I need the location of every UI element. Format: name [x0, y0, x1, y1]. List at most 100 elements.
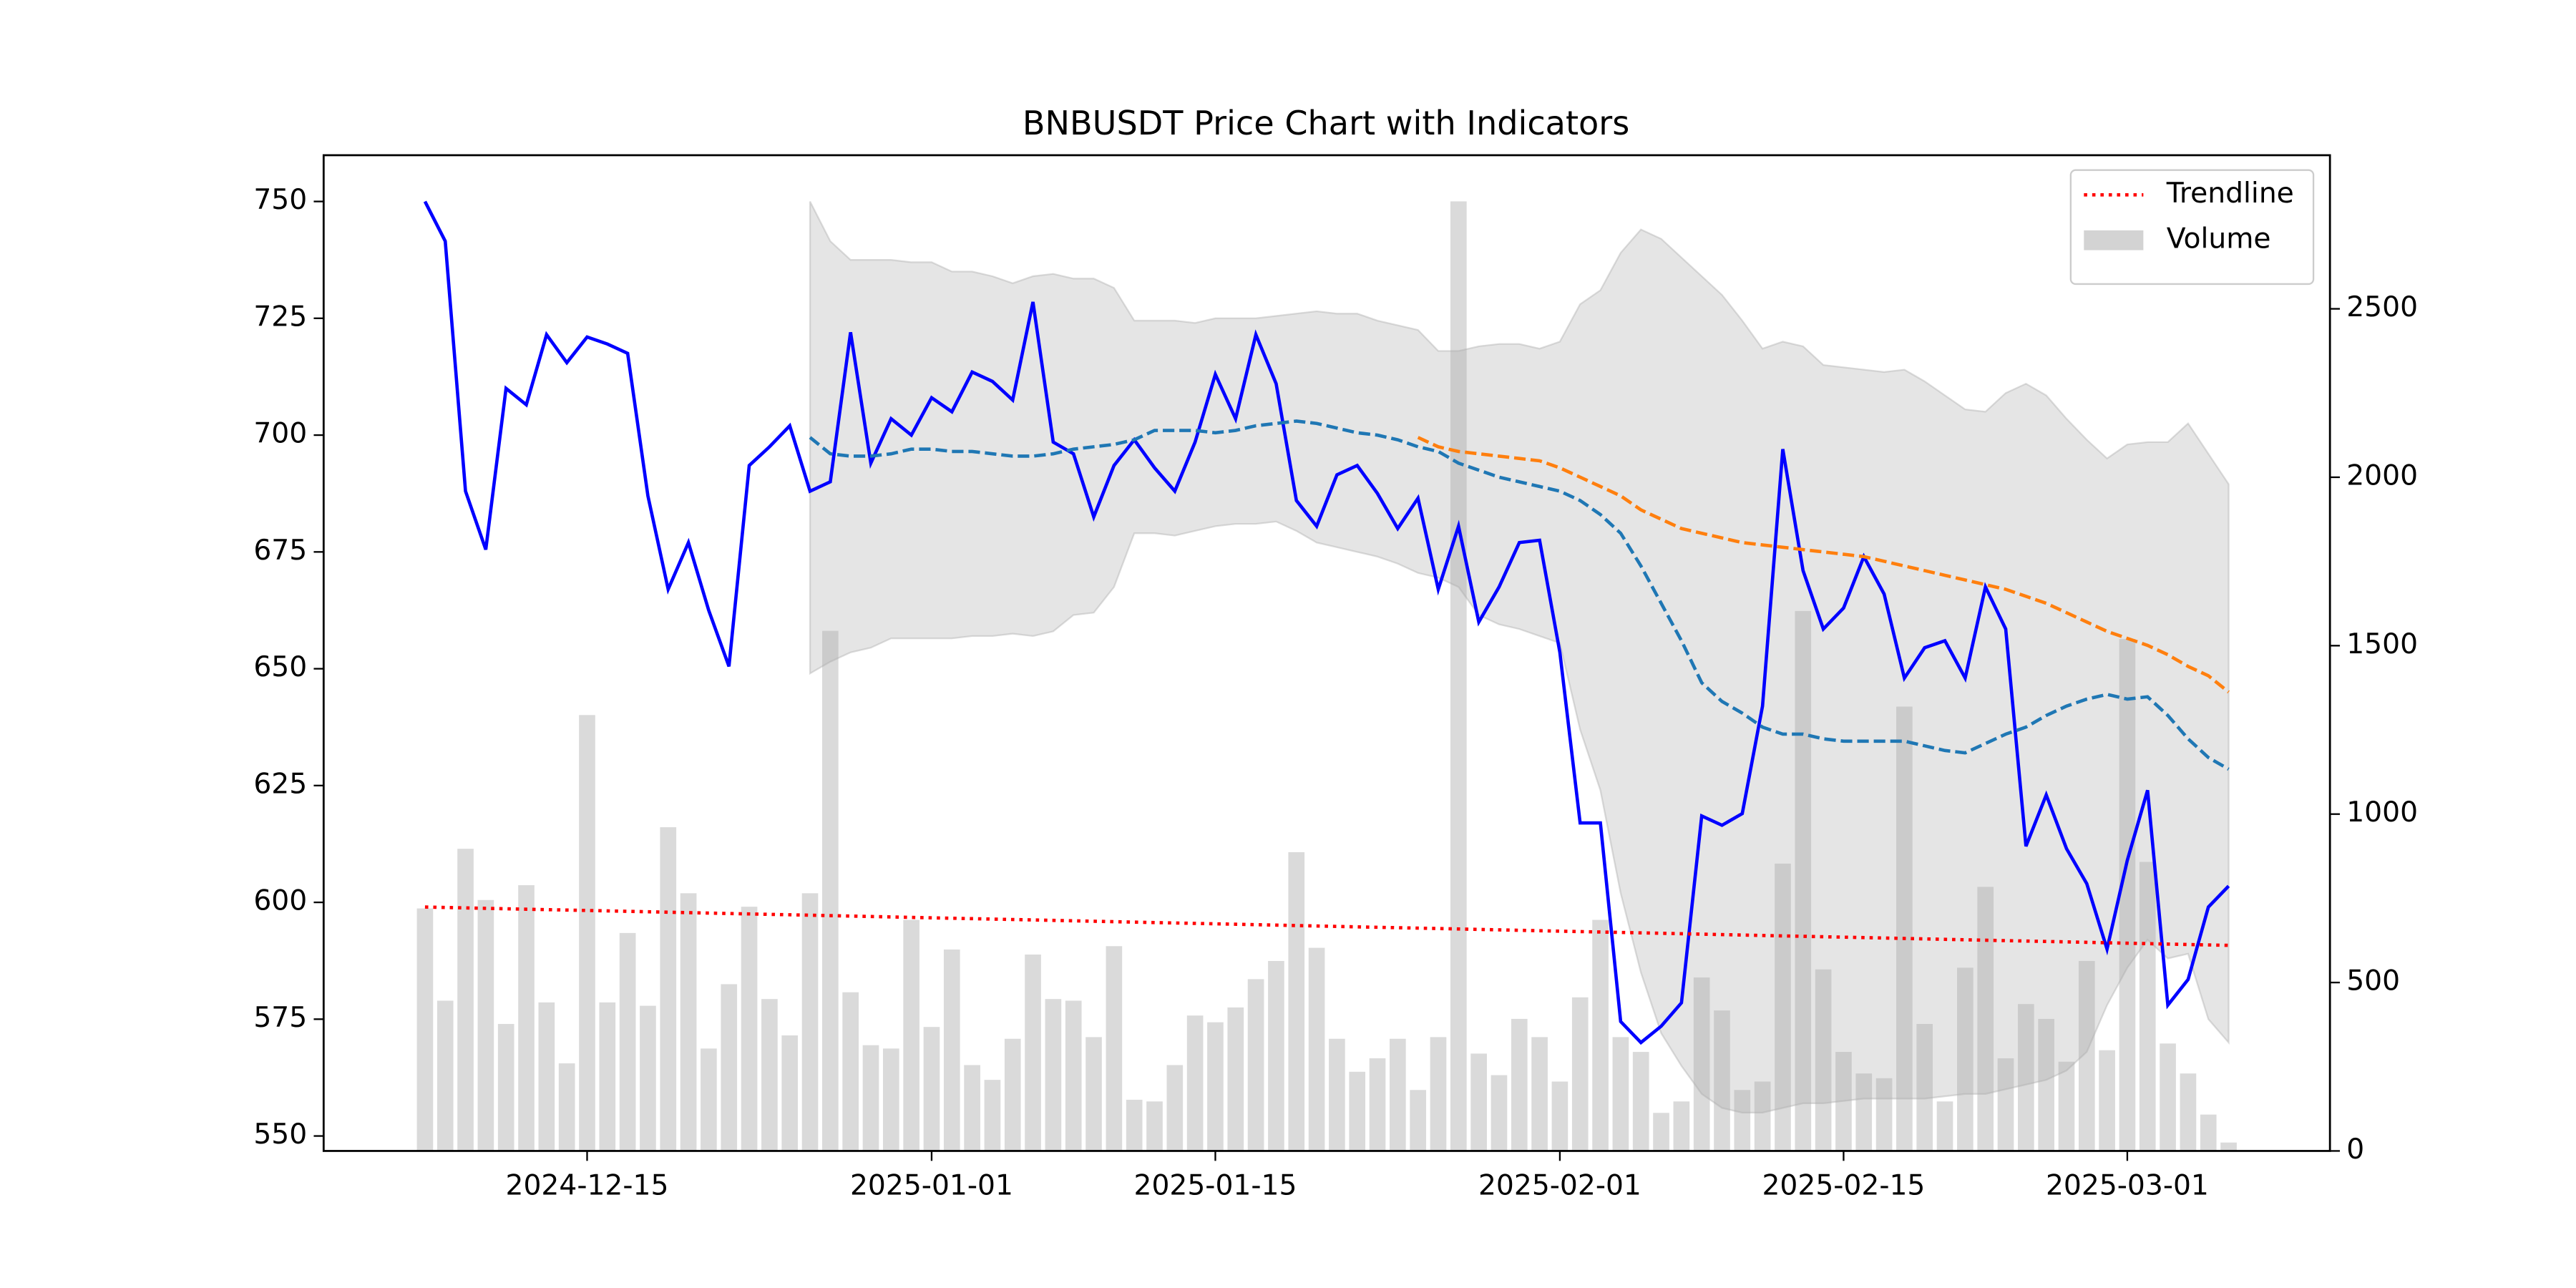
x-tick-label: 2025-02-15: [1762, 1170, 1925, 1202]
x-tick-label: 2025-01-01: [850, 1170, 1013, 1202]
volume-bar: [1896, 706, 1913, 1151]
volume-bar: [1795, 610, 1812, 1151]
volume-bar: [538, 1002, 555, 1151]
y-tick-label: 700: [253, 418, 307, 450]
volume-bar: [1815, 969, 1832, 1151]
volume-bar: [1247, 979, 1264, 1151]
volume-bar: [477, 899, 494, 1151]
volume-bar: [801, 893, 819, 1151]
x-tick-label: 2025-03-01: [2046, 1170, 2209, 1202]
volume-bar: [1693, 977, 1710, 1151]
volume-bar: [1186, 1015, 1204, 1151]
volume-bar: [1065, 1000, 1082, 1151]
volume-bar: [457, 849, 474, 1151]
volume-bar: [660, 827, 677, 1151]
volume-bar: [2099, 1050, 2115, 1151]
plot-frame: [322, 154, 2331, 1152]
volume-bar: [2058, 1061, 2075, 1151]
volume-bar: [1775, 863, 1791, 1151]
volume-bar: [680, 893, 697, 1151]
volume-bar: [2119, 638, 2136, 1151]
volume-bar: [1470, 1053, 1487, 1151]
volume-bar: [1166, 1065, 1184, 1151]
volume-bar: [1430, 1037, 1447, 1151]
volume-bar: [1592, 919, 1609, 1151]
volume-bar: [842, 992, 859, 1151]
volume-bar: [1207, 1022, 1224, 1151]
volume-bar: [2200, 1114, 2217, 1151]
y2-tick-label: 0: [2346, 1133, 2364, 1166]
y-tick-label: 675: [253, 535, 307, 567]
volume-bar: [1491, 1075, 1508, 1151]
y2-tick-label: 2500: [2346, 291, 2418, 323]
volume-bar: [1957, 967, 1974, 1151]
legend-label: Trendline: [2166, 177, 2294, 210]
line-series: [809, 419, 2230, 771]
line-series: [1417, 436, 2230, 694]
volume-bar: [1875, 1078, 1893, 1151]
volume-bar: [2018, 1004, 2034, 1151]
volume-bar: [1349, 1071, 1366, 1151]
legend-box: [2069, 169, 2315, 286]
volume-bar: [558, 1063, 575, 1151]
volume-bar: [1308, 947, 1325, 1151]
volume-bar: [640, 1005, 656, 1151]
volume-bar: [903, 919, 919, 1151]
volume-bar: [882, 1048, 899, 1151]
y2-tick-label: 2000: [2346, 459, 2418, 492]
volume-bar: [1571, 997, 1589, 1151]
x-tick-label: 2024-12-15: [506, 1170, 669, 1202]
volume-bar: [1085, 1037, 1102, 1151]
y-tick-label: 625: [253, 768, 307, 800]
volume-bar: [1612, 1037, 1629, 1151]
x-tick-label: 2025-02-01: [1478, 1170, 1641, 1202]
volume-bar: [416, 908, 434, 1151]
volume-bar: [436, 1000, 454, 1151]
legend-swatch: [2084, 230, 2144, 250]
volume-bar: [2139, 862, 2156, 1151]
volume-bar: [1977, 887, 1994, 1151]
volume-bar: [721, 984, 738, 1151]
volume-bar: [964, 1065, 980, 1151]
y-tick-label: 575: [253, 1002, 307, 1034]
volume-bar: [1410, 1090, 1427, 1151]
volume-bar: [497, 1023, 514, 1151]
volume-bar: [2078, 960, 2095, 1151]
volume-bar: [701, 1048, 717, 1151]
volume-bar: [1653, 1113, 1669, 1151]
volume-bar: [984, 1080, 1001, 1151]
line-series: [424, 905, 2229, 947]
legend-label: Volume: [2167, 223, 2271, 255]
x-tick-label: 2025-01-15: [1134, 1170, 1297, 1202]
volume-bar: [923, 1027, 940, 1151]
volume-bar: [1045, 999, 1062, 1151]
y-tick-label: 725: [253, 301, 307, 333]
volume-bar: [1551, 1081, 1568, 1151]
volume-bar: [1936, 1101, 1953, 1151]
volume-bar: [1146, 1101, 1163, 1151]
y-tick-label: 550: [253, 1118, 307, 1151]
volume-bar: [579, 715, 595, 1151]
volume-bar: [943, 949, 960, 1151]
y2-tick-label: 500: [2346, 965, 2400, 997]
volume-bar: [2180, 1073, 2197, 1151]
y2-tick-label: 1000: [2346, 796, 2418, 829]
volume-bar: [1126, 1099, 1143, 1151]
volume-bar: [1329, 1038, 1345, 1151]
volume-bar: [1855, 1073, 1873, 1151]
volume-bar: [2160, 1043, 2176, 1151]
volume-bar: [862, 1045, 879, 1151]
chart-title: BNBUSDT Price Chart with Indicators: [1023, 104, 1629, 142]
volume-bar: [1511, 1018, 1528, 1151]
volume-bar: [1734, 1090, 1751, 1151]
volume-bar: [1754, 1081, 1771, 1151]
volume-bar: [2038, 1018, 2054, 1151]
y-tick-label: 750: [253, 184, 307, 216]
volume-bar: [1390, 1038, 1406, 1151]
volume-bar: [1835, 1052, 1852, 1151]
volume-bar: [741, 907, 758, 1151]
volume-bar: [1004, 1038, 1021, 1151]
y-tick-label: 650: [253, 651, 307, 683]
volume-bar: [1227, 1007, 1244, 1151]
